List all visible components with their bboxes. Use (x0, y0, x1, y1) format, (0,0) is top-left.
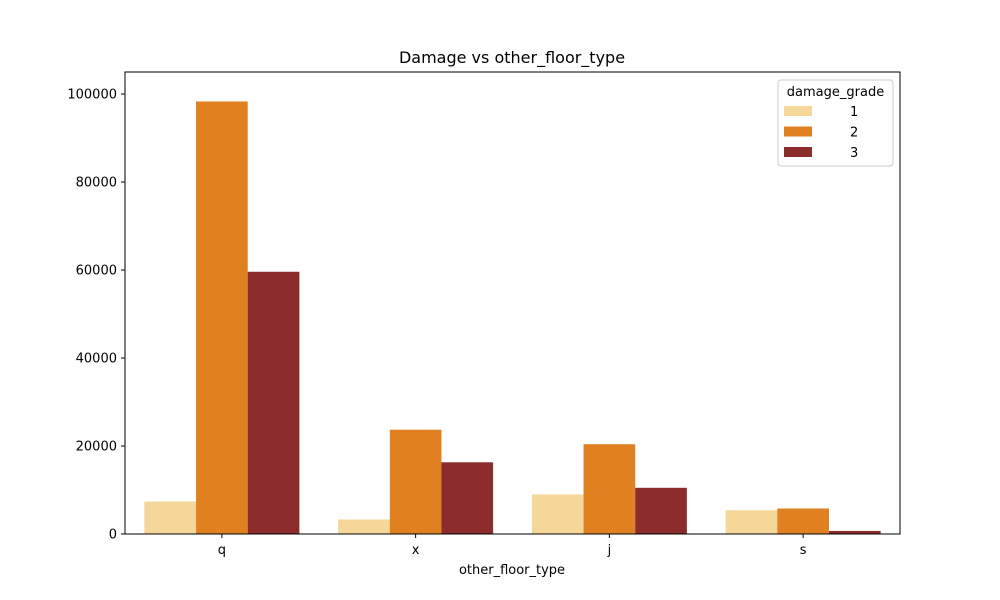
y-tick-label: 60000 (76, 264, 117, 279)
bar-q-grade-2 (196, 101, 248, 534)
bar-j-grade-1 (531, 494, 584, 534)
bar-q-grade-1 (144, 501, 197, 534)
bar-s-grade-2 (777, 508, 829, 534)
x-tick-label-s: s (800, 543, 807, 558)
bar-q-grade-3 (247, 271, 300, 534)
bar-j-grade-2 (583, 444, 636, 534)
x-tick-label-x: x (412, 543, 420, 558)
legend-swatch-3 (784, 147, 812, 157)
y-tick-label: 20000 (76, 440, 117, 455)
bar-x-grade-2 (389, 429, 442, 534)
y-tick-label: 100000 (67, 88, 117, 103)
bars-group (144, 101, 881, 534)
legend-label-1: 1 (850, 105, 858, 120)
legend-box (777, 79, 894, 167)
bar-s-grade-1 (725, 510, 778, 534)
y-tick-label: 80000 (76, 176, 117, 191)
legend-swatch-1 (784, 106, 812, 116)
y-axis: 0 20000 40000 60000 80000 100000 (67, 88, 125, 543)
bar-x-grade-3 (441, 462, 494, 534)
bar-s-grade-3 (828, 530, 881, 534)
x-tick-label-q: q (218, 543, 226, 558)
y-tick-label: 40000 (76, 352, 117, 367)
legend-label-2: 2 (850, 126, 858, 141)
x-axis-label: other_floor_type (459, 563, 565, 578)
legend-title: damage_grade (787, 85, 884, 100)
legend-label-3: 3 (850, 146, 858, 161)
legend: damage_grade 1 2 3 (777, 79, 894, 167)
x-tick-label-j: j (607, 543, 612, 558)
chart-title: Damage vs other_floor_type (399, 48, 625, 68)
bar-j-grade-3 (635, 487, 687, 534)
plot-frame (124, 71, 901, 535)
legend-swatch-2 (784, 126, 812, 137)
bar-x-grade-1 (338, 519, 390, 534)
y-tick-label: 0 (109, 528, 117, 543)
